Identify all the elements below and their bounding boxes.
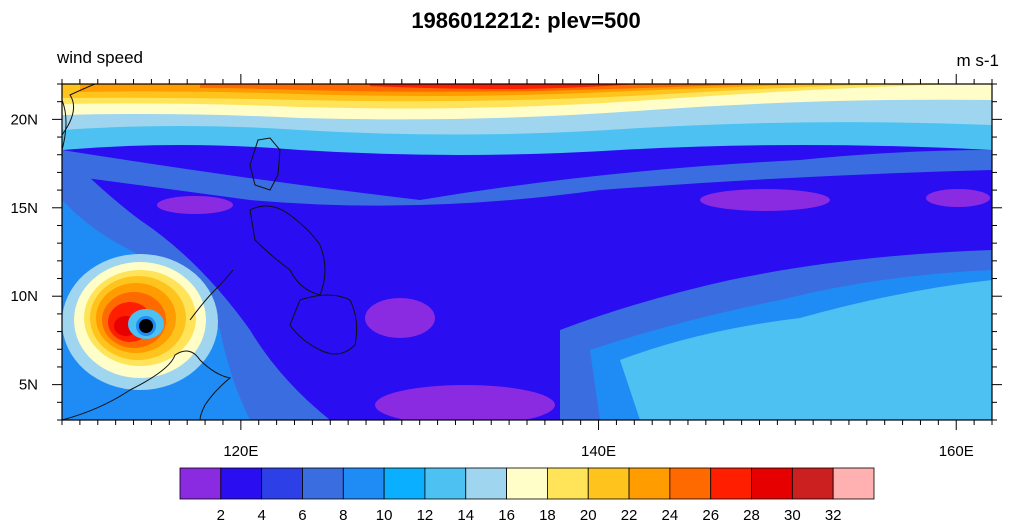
vortex-center-dot (139, 319, 153, 333)
colorbar-swatch (832, 467, 875, 500)
colorbar-swatch (751, 467, 793, 500)
colorbar-swatch (669, 467, 712, 500)
coastline-asia (62, 84, 232, 420)
colorbar-label: 16 (498, 507, 515, 524)
colorbar-swatch (587, 467, 630, 500)
colorbar-label: 24 (662, 507, 679, 524)
colorbar-label: 2 (217, 507, 225, 524)
coastline-borneo (189, 269, 234, 321)
purple-pocket-2 (700, 189, 830, 211)
field-label: wind speed (56, 48, 143, 67)
x-tick-label: 140E (581, 443, 616, 460)
colorbar-swatch (179, 467, 222, 500)
colorbar: 2 4 6 8 10 12 14 16 18 20 22 24 26 28 30 32 (179, 467, 875, 524)
purple-pocket-5 (375, 385, 555, 420)
purple-pocket-1 (157, 196, 233, 214)
y-axis: 5N 10N 15N 20N (10, 83, 1002, 421)
colorbar-label: 22 (621, 507, 638, 524)
coastline-luzon (249, 137, 281, 191)
coastline-visayas (249, 205, 326, 296)
colorbar-swatch (710, 467, 752, 500)
colorbar-label: 32 (825, 507, 842, 524)
units-label: m s-1 (957, 51, 1000, 70)
colorbar-swatch (506, 467, 548, 500)
colorbar-label: 26 (702, 507, 719, 524)
y-tick-label: 15N (10, 200, 38, 217)
colorbar-swatch (261, 467, 303, 500)
x-tick-label: 160E (939, 443, 974, 460)
colorbar-swatch (547, 467, 589, 500)
east-lightest-region (620, 280, 992, 420)
colorbar-label: 28 (743, 507, 760, 524)
colorbar-swatch (383, 467, 426, 500)
purple-pocket-3 (926, 189, 990, 207)
colorbar-label: 6 (298, 507, 306, 524)
coastline-mindanao (289, 294, 358, 355)
colorbar-swatch (220, 467, 263, 500)
colorbar-label: 14 (457, 507, 474, 524)
y-tick-label: 20N (10, 111, 38, 128)
y-tick-label: 10N (10, 288, 38, 305)
colorbar-label: 30 (784, 507, 801, 524)
colorbar-label: 20 (580, 507, 597, 524)
vortex (62, 254, 218, 390)
colorbar-swatch (302, 467, 344, 500)
coastlines (62, 84, 358, 420)
x-tick-label: 120E (223, 443, 258, 460)
colorbar-label: 8 (339, 507, 347, 524)
middle-light-region (62, 150, 992, 206)
colorbar-swatch (628, 467, 671, 500)
colorbar-label: 18 (539, 507, 556, 524)
colorbar-label: 10 (376, 507, 393, 524)
contour-field (62, 84, 992, 420)
y-tick-label: 5N (19, 377, 38, 394)
colorbar-swatch (465, 467, 507, 500)
colorbar-label: 12 (417, 507, 434, 524)
purple-pocket-4 (365, 298, 435, 338)
colorbar-label: 4 (257, 507, 265, 524)
colorbar-swatch (342, 467, 385, 500)
colorbar-swatch (791, 467, 834, 500)
colorbar-swatch (424, 467, 467, 500)
chart-title: 1986012212: plev=500 (411, 8, 640, 33)
north-band-8 (370, 84, 640, 89)
x-axis: 120E 140E 160E (61, 74, 993, 460)
